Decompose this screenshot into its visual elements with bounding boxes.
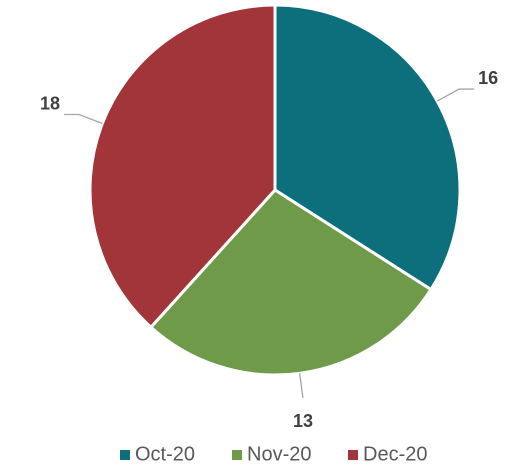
data-label: 16 — [478, 68, 498, 88]
data-label: 18 — [40, 93, 60, 113]
data-label: 13 — [293, 411, 313, 431]
leader-line — [436, 88, 475, 102]
pie-slice — [148, 188, 434, 377]
legend-label: Dec-20 — [363, 443, 427, 465]
legend-label: Oct-20 — [135, 443, 195, 465]
legend-swatch — [120, 450, 130, 460]
legend-swatch — [348, 450, 358, 460]
leader-line — [299, 373, 304, 399]
legend-swatch — [232, 450, 242, 460]
legend-label: Nov-20 — [247, 443, 311, 465]
leader-line — [64, 113, 103, 125]
